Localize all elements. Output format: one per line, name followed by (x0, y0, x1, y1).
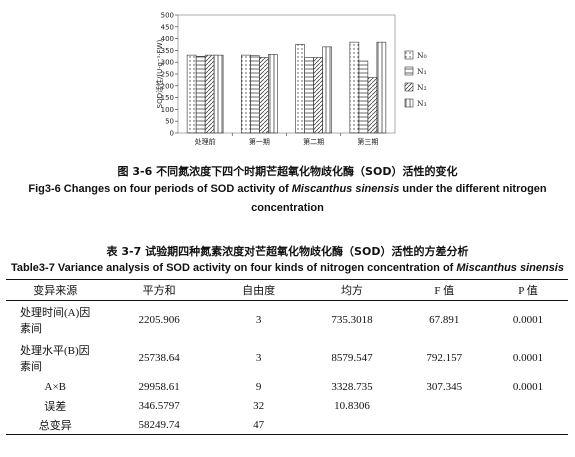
y-tick-label: 150 (161, 94, 174, 102)
y-tick-label: 100 (161, 106, 174, 114)
figure-caption-en-pre: Fig3-6 Changes on four periods of SOD ac… (28, 183, 292, 195)
sod-bar-chart: 0 50 100 150 200 250 300 350 400 450 500 SOD活性/(U·g… (140, 3, 435, 153)
row-source: A×B (44, 380, 66, 393)
table-row: A×B 29958.61 9 3328.735 307.345 0.0001 (6, 377, 568, 396)
row-ss: 58249.74 (138, 418, 180, 431)
row-ms (303, 415, 400, 435)
bar (195, 55, 206, 134)
y-tick-label: 350 (161, 47, 174, 55)
figure-caption-en-post: under the different nitrogen (399, 183, 547, 195)
table-caption-en: Table3-7 Variance analysis of SOD activi… (0, 262, 575, 274)
figure-caption-en-line2: concentration (251, 202, 324, 214)
row-ms: 10.8306 (334, 399, 370, 412)
y-tick-label: 0 (170, 130, 174, 138)
bar (376, 41, 387, 134)
table-row: 总变异 58249.74 47 (6, 415, 568, 435)
y-axis-label: SOD活性/(U·g⁻¹·FW) (155, 39, 164, 108)
bar (313, 57, 323, 134)
bar (349, 41, 360, 134)
table-header-row: 变异来源 平方和 自由度 均方 F 值 P 值 (6, 279, 568, 301)
x-tick-label: 第二期 (303, 137, 324, 146)
table-caption-cn: 表 3-7 试验期四种氮素浓度对芒超氧化物歧化酶（SOD）活性的方差分析 (106, 245, 469, 258)
row-ss: 2205.906 (138, 314, 180, 326)
y-tick-label: 300 (161, 59, 174, 67)
bar (250, 55, 260, 134)
x-tick-label: 第一期 (249, 137, 270, 146)
row-df: 47 (253, 418, 265, 431)
y-tick-label: 200 (161, 82, 174, 90)
legend-swatch (404, 66, 414, 76)
table-row: 误差 346.5797 32 10.8306 (6, 396, 568, 415)
bar (213, 54, 224, 134)
row-ms: 735.3018 (331, 314, 373, 326)
row-f: 67.891 (429, 314, 460, 326)
row-p (488, 396, 568, 415)
chart-svg: 0 50 100 150 200 250 300 350 400 450 500 SOD活性/(U·g… (155, 12, 427, 147)
bar (259, 57, 269, 134)
row-ss: 25738.64 (138, 352, 180, 364)
header-df: 自由度 (242, 285, 276, 297)
bar (268, 54, 278, 134)
bar (204, 54, 215, 134)
row-df: 32 (253, 399, 265, 412)
row-ms: 3328.735 (331, 380, 373, 393)
row-p: 0.0001 (512, 314, 544, 326)
row-df: 9 (255, 380, 262, 393)
bar (304, 57, 314, 134)
table-row: 处理时间(A)因素间 2205.906 3 735.3018 67.891 0.… (6, 301, 568, 340)
row-p (488, 415, 568, 435)
bar (322, 46, 332, 134)
row-source: 误差 (44, 400, 67, 413)
legend-label: N₀ (417, 51, 427, 60)
row-ss: 29958.61 (138, 380, 180, 393)
bar (367, 77, 378, 134)
row-p: 0.0001 (512, 352, 544, 364)
header-ms: 均方 (340, 285, 363, 297)
row-f (400, 396, 488, 415)
header-p: P 值 (518, 285, 538, 297)
figure-caption-cn: 图 3-6 不同氮浓度下四个时期芒超氧化物歧化酶（SOD）活性的变化 (117, 165, 458, 178)
y-tick-label: 500 (161, 12, 174, 20)
header-ss: 平方和 (142, 285, 176, 297)
table-row: 处理水平(B)因素间 25738.64 3 8579.547 792.157 0… (6, 339, 568, 377)
legend-swatch (404, 98, 414, 108)
legend-label: N₃ (417, 99, 427, 108)
table-caption-en-pre: Table3-7 Variance analysis of SOD activi… (11, 262, 457, 274)
x-tick-label: 第三期 (357, 137, 378, 146)
figure-caption-en: Fig3-6 Changes on four periods of SOD ac… (0, 183, 575, 195)
y-tick-label: 400 (161, 35, 174, 43)
row-f (400, 415, 488, 435)
row-f: 792.157 (426, 352, 463, 364)
y-tick-label: 450 (161, 23, 174, 31)
row-p: 0.0001 (512, 380, 544, 393)
y-tick-label: 50 (165, 118, 174, 126)
table-caption-en-species: Miscanthus sinensis (456, 262, 564, 274)
header-source: 变异来源 (33, 285, 78, 297)
row-ss: 346.5797 (138, 399, 180, 412)
bar (295, 44, 305, 134)
header-f: F 值 (434, 285, 455, 297)
row-f: 307.345 (426, 380, 463, 393)
y-tick-label: 250 (161, 71, 174, 79)
legend-swatch (404, 50, 414, 60)
row-source: 处理水平(B)因素间 (20, 345, 90, 373)
legend-label: N₁ (417, 67, 427, 76)
row-source: 总变异 (38, 419, 72, 432)
row-ms: 8579.547 (331, 352, 373, 364)
row-df: 3 (255, 314, 262, 326)
bar (186, 54, 197, 134)
anova-table: 变异来源 平方和 自由度 均方 F 值 P 值 处理时间(A)因素间 2205.… (6, 279, 568, 435)
row-source: 处理时间(A)因素间 (20, 307, 91, 335)
bar (358, 60, 369, 134)
row-df: 3 (255, 352, 262, 364)
bar (241, 54, 251, 134)
figure-caption-en-species: Miscanthus sinensis (291, 183, 400, 195)
legend-label: N₂ (417, 83, 427, 92)
legend-swatch (404, 82, 414, 92)
x-tick-label: 处理前 (195, 137, 216, 146)
